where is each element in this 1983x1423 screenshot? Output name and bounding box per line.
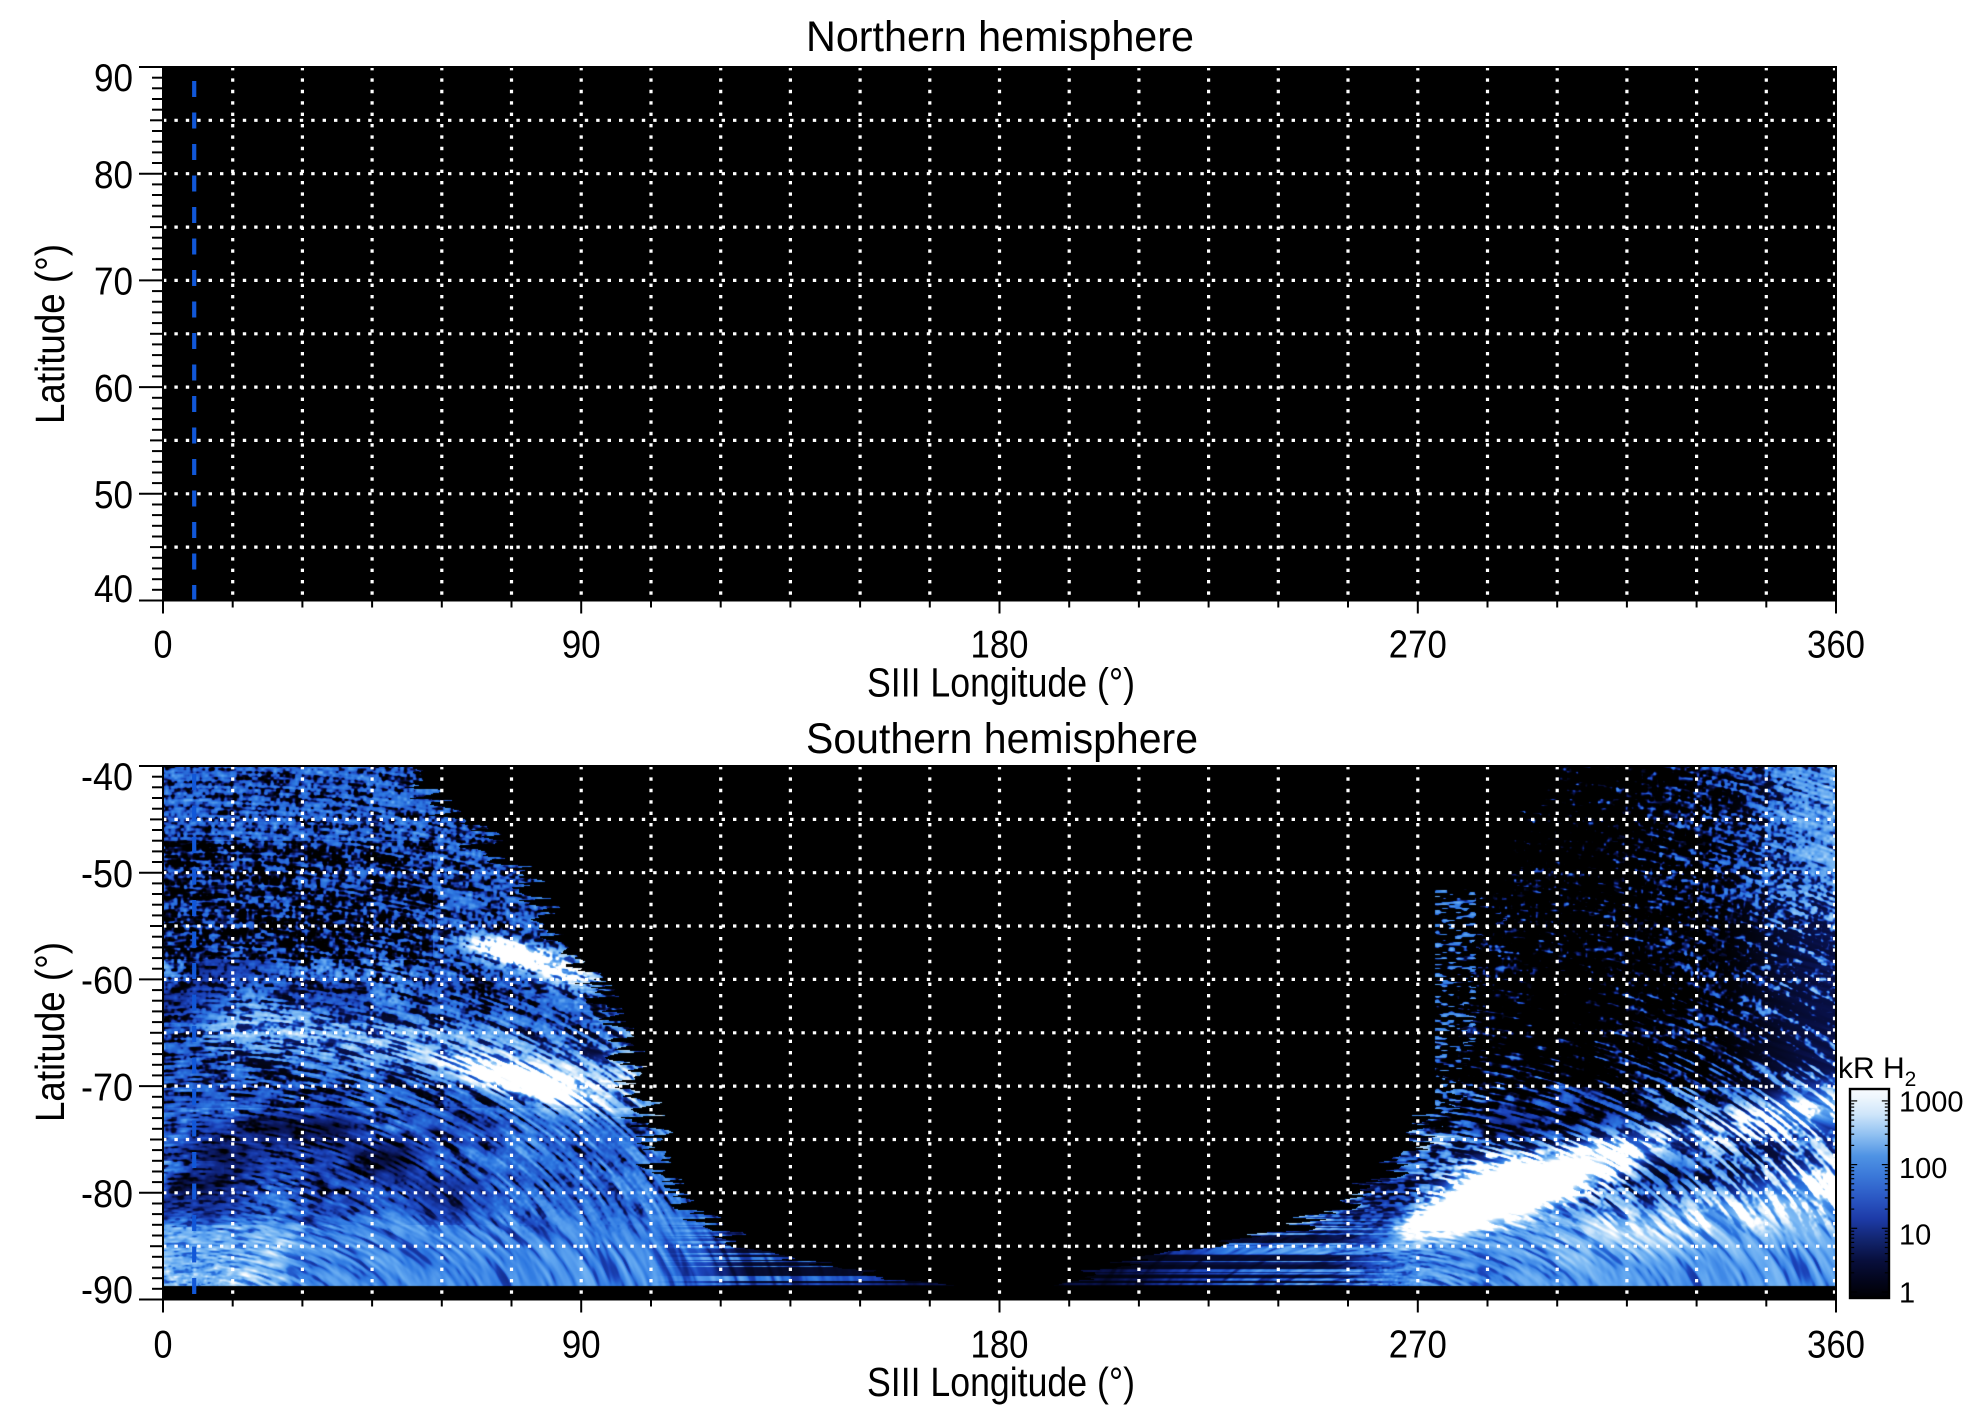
svg-text:0: 0 bbox=[154, 1324, 173, 1367]
svg-text:kR H2: kR H2 bbox=[1838, 1052, 1916, 1091]
svg-text:Southern hemisphere: Southern hemisphere bbox=[806, 715, 1198, 763]
svg-text:40: 40 bbox=[94, 568, 133, 611]
svg-text:1: 1 bbox=[1899, 1278, 1915, 1310]
svg-text:100: 100 bbox=[1899, 1153, 1947, 1185]
svg-text:270: 270 bbox=[1389, 624, 1447, 667]
svg-text:10: 10 bbox=[1899, 1220, 1931, 1252]
svg-text:-90: -90 bbox=[81, 1269, 133, 1312]
svg-text:SIII Longitude (°): SIII Longitude (°) bbox=[867, 1359, 1135, 1405]
svg-text:360: 360 bbox=[1807, 1324, 1865, 1367]
svg-text:Latitude (°): Latitude (°) bbox=[27, 244, 73, 424]
svg-text:180: 180 bbox=[971, 1324, 1029, 1367]
svg-text:-80: -80 bbox=[81, 1173, 133, 1216]
svg-text:Northern hemisphere: Northern hemisphere bbox=[806, 13, 1194, 61]
svg-text:60: 60 bbox=[94, 367, 133, 410]
svg-text:-50: -50 bbox=[81, 853, 133, 896]
svg-text:Latitude (°): Latitude (°) bbox=[27, 942, 73, 1122]
svg-text:0: 0 bbox=[154, 624, 173, 667]
svg-text:1000: 1000 bbox=[1899, 1087, 1964, 1119]
svg-text:180: 180 bbox=[971, 624, 1029, 667]
svg-text:-60: -60 bbox=[81, 960, 133, 1003]
svg-text:90: 90 bbox=[562, 1324, 601, 1367]
svg-text:-40: -40 bbox=[81, 756, 133, 799]
svg-text:270: 270 bbox=[1389, 1324, 1447, 1367]
svg-text:90: 90 bbox=[94, 57, 133, 100]
svg-text:50: 50 bbox=[94, 474, 133, 517]
svg-text:360: 360 bbox=[1807, 624, 1865, 667]
svg-text:SIII Longitude (°): SIII Longitude (°) bbox=[867, 660, 1135, 706]
svg-text:-70: -70 bbox=[81, 1066, 133, 1109]
svg-text:90: 90 bbox=[562, 624, 601, 667]
svg-text:80: 80 bbox=[94, 154, 133, 197]
svg-text:70: 70 bbox=[94, 261, 133, 304]
